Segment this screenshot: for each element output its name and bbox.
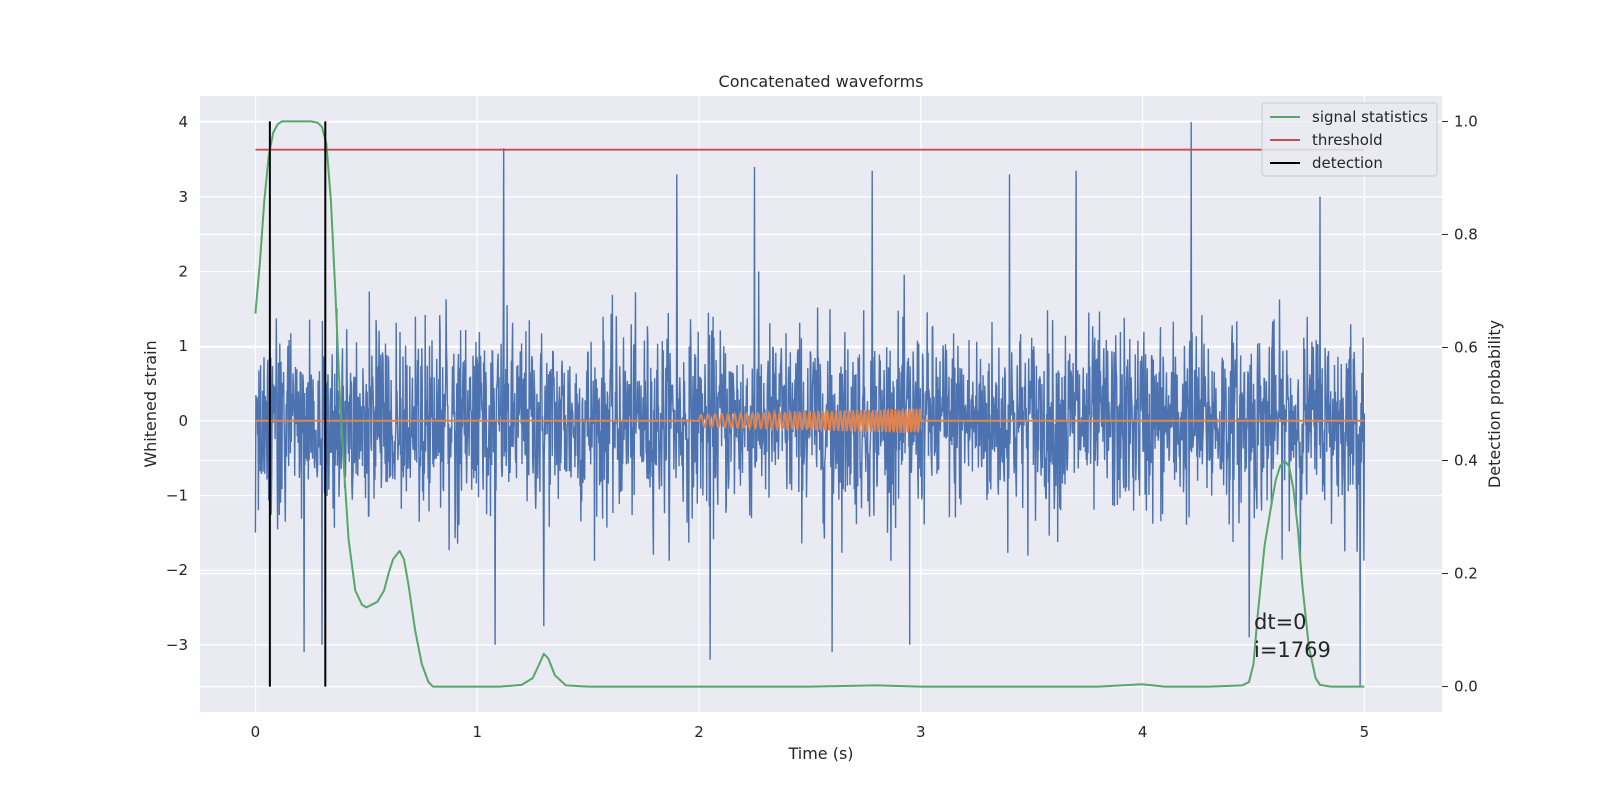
annotation-dt: dt=0	[1254, 610, 1307, 634]
x-tick-label: 3	[916, 723, 926, 741]
injected-signal-trace	[255, 407, 1365, 435]
x-tick-label: 4	[1138, 723, 1148, 741]
x-tick-label: 5	[1360, 723, 1370, 741]
y-tick-label: 3	[178, 188, 188, 206]
y2-tick-label: 0.4	[1454, 452, 1478, 470]
legend-box	[1261, 102, 1438, 177]
y2-tick-label: 0.8	[1454, 225, 1478, 243]
legend: signal statistics threshold detection	[1261, 102, 1438, 177]
y-tick-label: 2	[178, 262, 188, 280]
annotation-index: i=1769	[1254, 638, 1331, 662]
legend-label-threshold: threshold	[1312, 131, 1383, 149]
y-tick-label: −1	[166, 486, 188, 504]
y2-tick-label: 0.2	[1454, 565, 1478, 583]
y2-tick-label: 0.6	[1454, 338, 1478, 356]
y2-tick-label: 1.0	[1454, 112, 1478, 130]
y-tick-label: 4	[178, 113, 188, 131]
x-axis-label: Time (s)	[787, 744, 853, 763]
legend-label-detection: detection	[1312, 154, 1383, 172]
y-tick-label: −3	[166, 636, 188, 654]
y2-tick-label: 0.0	[1454, 678, 1478, 696]
x-tick-label: 1	[472, 723, 482, 741]
y-tick-label: −2	[166, 561, 188, 579]
y-axis-label: Whitened strain	[141, 340, 160, 467]
chart-title: Concatenated waveforms	[719, 72, 924, 91]
y2-axis-label: Detection probability	[1485, 320, 1504, 488]
x-tick-label: 2	[694, 723, 704, 741]
legend-label-signal-statistics: signal statistics	[1312, 108, 1428, 126]
x-tick-label: 0	[251, 723, 261, 741]
y-tick-label: 0	[178, 412, 188, 430]
tick-labels: 0 1 2 3 4 5 4 3 2 1 0 −1 −2 −3 1.0 0.8 0.6 0.4 0.2 0.0	[166, 112, 1478, 741]
annotation: dt=0 i=1769	[1254, 610, 1331, 662]
noise-trace	[254, 122, 1366, 686]
y-tick-label: 1	[178, 337, 188, 355]
data-layer	[254, 120, 1366, 688]
